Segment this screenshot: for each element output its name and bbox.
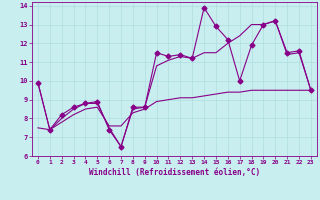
X-axis label: Windchill (Refroidissement éolien,°C): Windchill (Refroidissement éolien,°C) xyxy=(89,168,260,177)
